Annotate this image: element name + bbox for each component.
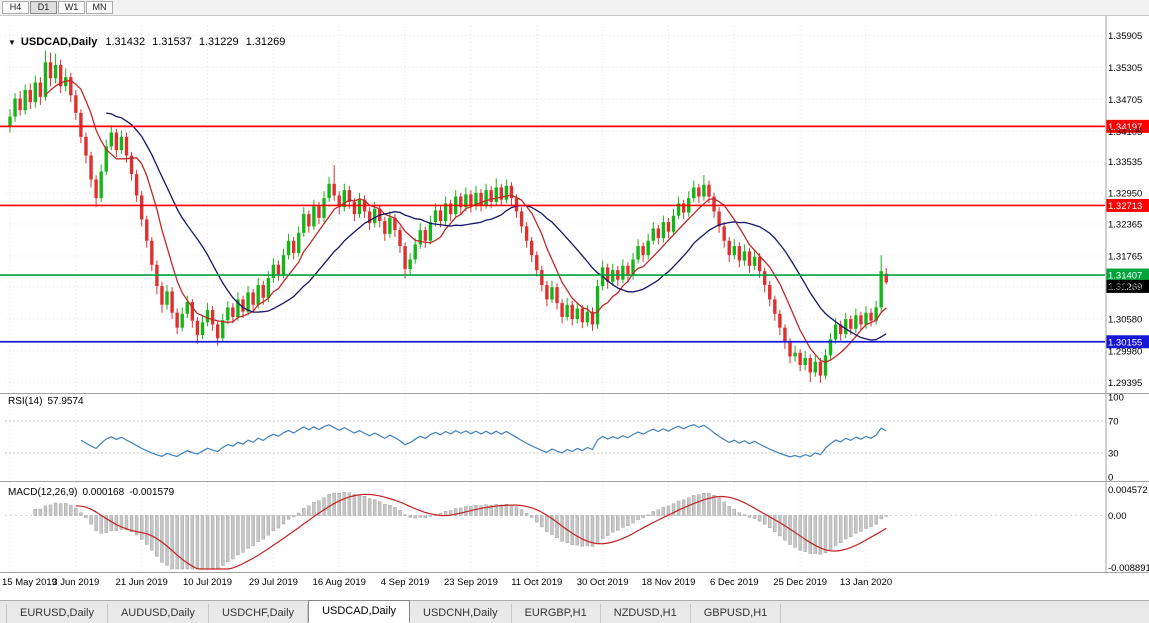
tab-nzdusd-h1[interactable]: NZDUSD,H1 (601, 604, 691, 623)
low-value: 1.31229 (198, 36, 239, 48)
rsi-name: RSI(14) (8, 396, 43, 407)
svg-text:0.004572: 0.004572 (1108, 485, 1148, 496)
svg-text:1.31269: 1.31269 (1108, 282, 1142, 293)
svg-text:16 Aug 2019: 16 Aug 2019 (313, 577, 366, 588)
svg-text:1.32713: 1.32713 (1108, 201, 1142, 212)
svg-text:1.32365: 1.32365 (1108, 219, 1142, 230)
svg-text:23 Sep 2019: 23 Sep 2019 (444, 577, 498, 588)
svg-text:1.35305: 1.35305 (1108, 63, 1142, 74)
svg-text:1.29395: 1.29395 (1108, 378, 1142, 389)
timeframe-d1-button[interactable]: D1 (30, 1, 57, 14)
svg-text:25 Dec 2019: 25 Dec 2019 (773, 577, 827, 588)
high-value: 1.31537 (152, 36, 192, 48)
timeframe-toolbar: H4 D1 W1 MN (0, 0, 1149, 16)
rsi-value: 57.9574 (47, 396, 84, 407)
svg-text:18 Nov 2019: 18 Nov 2019 (642, 577, 696, 588)
svg-text:21 Jun 2019: 21 Jun 2019 (116, 577, 168, 588)
svg-text:1.33535: 1.33535 (1108, 157, 1142, 168)
svg-text:30 Oct 2019: 30 Oct 2019 (577, 577, 629, 588)
svg-text:11 Oct 2019: 11 Oct 2019 (511, 577, 562, 588)
candlesticks (8, 50, 888, 384)
svg-text:1.35905: 1.35905 (1108, 31, 1142, 42)
price-axis-labels: 1.35905 1.35305 1.34705 1.34105 1.33535 1.329… (1108, 31, 1142, 389)
svg-text:1.31765: 1.31765 (1108, 251, 1142, 262)
svg-text:1.29980: 1.29980 (1108, 347, 1142, 358)
svg-text:0: 0 (1108, 473, 1113, 484)
tab-audusd-daily[interactable]: AUDUSD,Daily (108, 604, 209, 623)
chart-title: ▼ USDCAD,Daily 1.31432 1.31537 1.31229 1… (8, 36, 292, 48)
symbol-label: USDCAD,Daily (20, 36, 98, 48)
horizontal-level-lines: 1.34197 1.32713 1.31407 1.30155 1.31269 (0, 119, 1149, 349)
timeframe-mn-button[interactable]: MN (86, 1, 113, 14)
svg-text:1.31180: 1.31180 (1108, 283, 1142, 294)
svg-text:13 Jan 2020: 13 Jan 2020 (840, 577, 892, 588)
macd-signal-value: -0.001579 (129, 487, 175, 498)
svg-text:30: 30 (1108, 449, 1119, 460)
svg-text:3 Jun 2019: 3 Jun 2019 (52, 577, 99, 588)
timeframe-w1-button[interactable]: W1 (58, 1, 85, 14)
tab-eurusd-daily[interactable]: EURUSD,Daily (6, 604, 108, 623)
tab-usdcnh-daily[interactable]: USDCNH,Daily (410, 604, 512, 623)
svg-text:1.34105: 1.34105 (1108, 127, 1142, 138)
svg-text:10 Jul 2019: 10 Jul 2019 (183, 577, 232, 588)
svg-text:100: 100 (1108, 393, 1124, 404)
open-value: 1.31432 (105, 36, 146, 48)
svg-text:1.30155: 1.30155 (1108, 337, 1142, 348)
svg-text:1.30580: 1.30580 (1108, 315, 1142, 326)
close-value: 1.31269 (245, 36, 286, 48)
rsi-indicator-label: RSI(14) 57.9574 (8, 396, 84, 407)
svg-text:1.34705: 1.34705 (1108, 95, 1142, 106)
svg-text:70: 70 (1108, 417, 1119, 428)
timeframe-h4-button[interactable]: H4 (2, 1, 29, 14)
macd-panel: 0.004572 0.00 -0.008891 (5, 485, 1149, 574)
svg-text:-0.008891: -0.008891 (1108, 563, 1149, 574)
tab-usdchf-daily[interactable]: USDCHF,Daily (209, 604, 309, 623)
svg-text:1.31407: 1.31407 (1108, 271, 1142, 282)
chart-tabs-bar: EURUSD,Daily AUDUSD,Daily USDCHF,Daily U… (0, 600, 1149, 623)
gridlines (5, 26, 1105, 572)
svg-text:29 Jul 2019: 29 Jul 2019 (249, 577, 298, 588)
macd-name: MACD(12,26,9) (8, 487, 78, 498)
svg-text:6 Dec 2019: 6 Dec 2019 (710, 577, 759, 588)
rsi-panel: 100 70 30 0 (5, 393, 1124, 484)
svg-text:1.32950: 1.32950 (1108, 188, 1142, 199)
tab-gbpusd-h1[interactable]: GBPUSD,H1 (691, 604, 782, 623)
moving-averages (45, 79, 887, 363)
panel-separators (0, 16, 1149, 573)
tab-eurgbp-h1[interactable]: EURGBP,H1 (512, 604, 601, 623)
macd-indicator-label: MACD(12,26,9) 0.000168 -0.001579 (8, 487, 174, 498)
tab-usdcad-daily[interactable]: USDCAD,Daily (308, 600, 411, 623)
svg-text:4 Sep 2019: 4 Sep 2019 (381, 577, 430, 588)
svg-text:1.34197: 1.34197 (1108, 122, 1142, 133)
svg-text:0.00: 0.00 (1108, 511, 1127, 522)
macd-main-value: 0.000168 (82, 487, 125, 498)
svg-text:15 May 2019: 15 May 2019 (2, 577, 57, 588)
chevron-down-icon[interactable]: ▼ (8, 37, 16, 47)
